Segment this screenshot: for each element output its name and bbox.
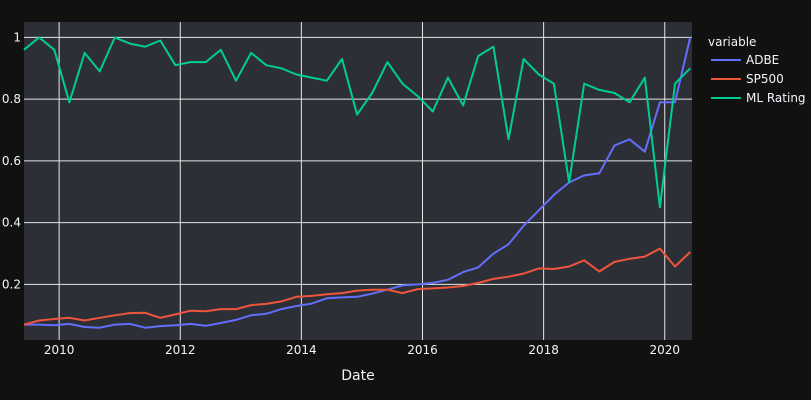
y-tick-label: 1 [13,30,21,44]
x-tick-label: 2010 [44,343,75,357]
legend-title: variable [708,35,756,49]
series-line-adbe [24,37,692,329]
x-tick-label: 2016 [407,343,438,357]
legend-label-adbe[interactable]: ADBE [746,53,779,67]
y-tick-label: 0.6 [2,154,21,168]
plot-area [24,22,692,340]
legend-label-sp500[interactable]: SP500 [746,72,784,86]
x-axis-title: Date [341,368,374,384]
series-line-sp500 [23,247,691,326]
x-tick-label: 2018 [528,343,559,357]
x-tick-label: 2012 [165,343,196,357]
y-tick-label: 0.8 [2,92,21,106]
axis-ticks: 2010 2012 2014 2016 2018 2020 0.2 0.4 0.6 0.8 1 [2,30,680,357]
x-tick-label: 2020 [649,343,680,357]
legend-label-ml-rating[interactable]: ML Rating [746,91,806,105]
series-lines [23,36,692,329]
y-tick-label: 0.4 [2,216,21,230]
y-tick-label: 0.2 [2,277,21,291]
legend: variable ADBE SP500 ML Rating [708,35,806,105]
x-tick-label: 2014 [286,343,317,357]
series-line-ml-rating [23,36,691,209]
